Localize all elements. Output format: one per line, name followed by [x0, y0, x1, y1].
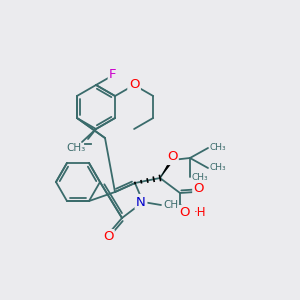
Polygon shape: [160, 159, 174, 178]
Text: CH₃: CH₃: [163, 200, 182, 210]
Text: O: O: [194, 182, 204, 194]
Text: O: O: [103, 230, 113, 244]
Text: CH₃: CH₃: [210, 143, 226, 152]
Text: CH₃: CH₃: [66, 143, 85, 153]
Text: CH₃: CH₃: [210, 164, 226, 172]
Text: O: O: [129, 79, 140, 92]
Text: F: F: [109, 68, 117, 82]
Text: O: O: [167, 151, 177, 164]
Text: N: N: [136, 196, 146, 208]
Text: CH₃: CH₃: [192, 172, 208, 182]
Text: ·H: ·H: [194, 206, 206, 220]
Text: O: O: [179, 206, 189, 220]
